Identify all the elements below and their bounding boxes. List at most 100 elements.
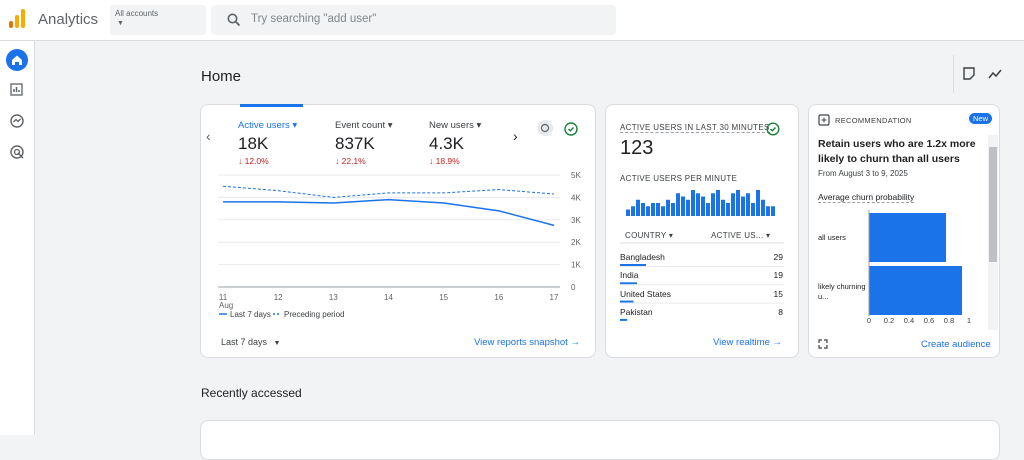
rec-link[interactable]: Create audience (921, 339, 991, 350)
date-range[interactable]: Last 7 days ▼ (221, 337, 281, 347)
minute-bar (631, 206, 635, 216)
rec-chart-title: Average churn probability (818, 192, 915, 203)
country-name: United States (620, 288, 672, 299)
x-tick-label: 12 (274, 293, 283, 302)
scroll-thumb[interactable] (989, 147, 997, 262)
minute-bar (706, 203, 710, 216)
date-range-label: Last 7 days (221, 337, 268, 347)
minute-bar (711, 193, 715, 216)
x-tick-label: 0.6 (924, 316, 934, 325)
minute-bar (661, 206, 665, 216)
churn-bar (869, 213, 946, 262)
search-box[interactable]: Try searching "add user" (211, 5, 616, 35)
y-tick-label: 1K (571, 261, 581, 270)
col-users-label: ACTIVE US... (711, 231, 764, 240)
realtime-title: ACTIVE USERS IN LAST 30 MINUTES (620, 123, 770, 133)
legend-label: Preceding period (284, 310, 344, 319)
logo (9, 9, 25, 28)
line-series (222, 185, 555, 198)
x-tick-label: 0.2 (884, 316, 894, 325)
tab-value: 837K (335, 134, 375, 153)
minute-bar (731, 193, 735, 216)
minute-bar (721, 199, 725, 216)
minute-bar (751, 203, 755, 216)
x-tick-label: 13 (329, 293, 338, 302)
notes-icon[interactable] (963, 67, 975, 80)
minute-bar (646, 206, 650, 216)
expand-icon[interactable] (818, 339, 828, 349)
minute-bar (761, 199, 765, 216)
tab-value: 4.3K (429, 134, 464, 153)
tab-value: 18K (238, 134, 269, 153)
realtime-card (605, 104, 799, 358)
rec-label: RECOMMENDATION (835, 116, 912, 125)
minute-bar (641, 203, 645, 216)
snapshot-link-text: View reports snapshot (474, 337, 568, 348)
x-tick-label: 17 (550, 293, 559, 302)
tab-label[interactable]: Active users ▾ (238, 120, 298, 131)
minute-bar (636, 199, 640, 216)
tab-label-text: Event count (335, 120, 386, 131)
country-name: Pakistan (620, 306, 653, 317)
tab-change: ↓ 22.1% (335, 156, 366, 166)
tab-change: ↓ 12.0% (238, 156, 269, 166)
nav-reports[interactable] (10, 83, 23, 96)
col-users[interactable]: ACTIVE US... ▾ (711, 231, 771, 240)
y-tick-label: 0 (571, 283, 576, 292)
section-title: Recently accessed (201, 386, 302, 400)
tab-label[interactable]: Event count ▾ (335, 120, 393, 131)
scrollbar[interactable] (988, 135, 998, 330)
minute-bar (651, 203, 655, 216)
insights-icon[interactable] (988, 69, 1002, 79)
country-users: 15 (773, 288, 783, 299)
card-icons (537, 120, 578, 136)
minute-bar (656, 203, 660, 216)
x-tick-label: 1 (967, 316, 971, 325)
minute-bar (691, 190, 695, 216)
header-actions (963, 67, 1002, 80)
tab-label[interactable]: New users ▾ (429, 120, 482, 131)
divider (953, 55, 954, 93)
x-tick-label: 0.8 (944, 316, 954, 325)
realtime-value: 123 (620, 137, 654, 159)
per-minute-label: ACTIVE USERS PER MINUTE (620, 174, 738, 183)
minute-bar (716, 190, 720, 216)
snapshot-link[interactable]: View reports snapshot → (474, 337, 580, 348)
nav-advertising[interactable] (10, 145, 24, 159)
country-bar (620, 300, 634, 303)
realtime-link[interactable]: View realtime → (713, 337, 782, 348)
minute-bar (696, 193, 700, 216)
country-users: 19 (773, 270, 783, 281)
minute-bar (681, 196, 685, 216)
tab-label-text: Active users (238, 120, 290, 131)
next-button[interactable]: › (513, 128, 518, 144)
nav-explore[interactable] (10, 114, 24, 128)
x-tick-label: 0 (867, 316, 871, 325)
prev-button[interactable]: ‹ (206, 128, 211, 144)
churn-category: likely churning u... (818, 282, 866, 301)
x-tick-label: 15 (439, 293, 448, 302)
country-users: 29 (773, 252, 783, 262)
x-tick-label: 16 (494, 293, 503, 302)
col-country[interactable]: COUNTRY ▾ (625, 231, 674, 240)
country-users: 8 (778, 306, 783, 317)
page-title: Home (201, 68, 242, 85)
minute-bar (736, 190, 740, 216)
x-tick-label: 0.4 (904, 316, 914, 325)
x-sublabel: Aug (219, 301, 233, 310)
minute-bar (726, 203, 730, 216)
y-tick-label: 5K (571, 171, 581, 180)
new-badge: New (969, 113, 993, 124)
realtime-link-text: View realtime (713, 337, 770, 348)
minute-bar (771, 206, 775, 216)
minute-bar (671, 203, 675, 216)
account-selector[interactable]: All accounts ▼ (110, 5, 206, 35)
y-tick-label: 2K (571, 238, 581, 247)
dropdown-arrow: ▼ (117, 20, 124, 27)
rec-date: From August 3 to 9, 2025 (818, 169, 908, 178)
tab-label-text: New users (429, 120, 474, 131)
x-tick-label: 11 (219, 293, 228, 302)
minute-bar (666, 199, 670, 216)
